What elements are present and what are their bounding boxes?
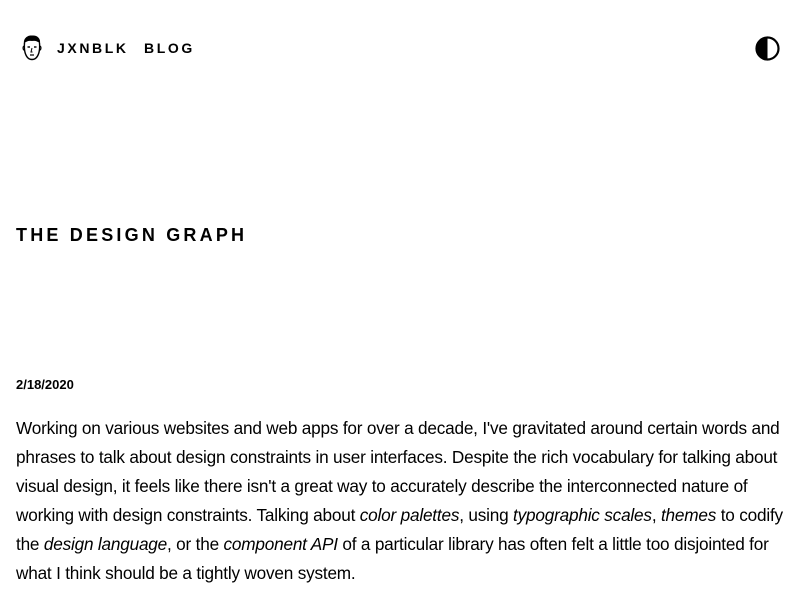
paragraph-text: , using [459, 505, 514, 525]
half-circle-contrast-icon [755, 36, 780, 61]
site-header: JXNBLK BLOG [0, 0, 800, 96]
post-title: THE DESIGN GRAPH [16, 225, 248, 245]
post-paragraph: Working on various websites and web apps… [16, 414, 784, 588]
home-logo-link[interactable] [20, 34, 44, 62]
paragraph-text: , [651, 505, 661, 525]
nav-blog-link[interactable]: BLOG [144, 40, 195, 56]
paragraph-text: Working on various websites and web apps… [16, 418, 780, 525]
emphasis-themes: themes [660, 505, 717, 525]
paragraph-text: of a particular library has often felt a… [16, 534, 769, 583]
post-body: Working on various websites and web apps… [16, 414, 784, 588]
paragraph-text: to codify the [16, 505, 783, 554]
face-avatar-icon [22, 35, 42, 61]
theme-toggle-button[interactable] [755, 36, 780, 61]
emphasis-typographic-scales: typographic scales [513, 505, 652, 525]
post-date: 2/18/2020 [16, 377, 74, 392]
paragraph-text: , or the [167, 534, 224, 554]
nav-home-link[interactable]: JXNBLK [57, 40, 129, 56]
emphasis-component-api: component API [223, 534, 338, 554]
emphasis-color-palettes: color palettes [359, 505, 460, 525]
emphasis-design-language: design language [43, 534, 168, 554]
